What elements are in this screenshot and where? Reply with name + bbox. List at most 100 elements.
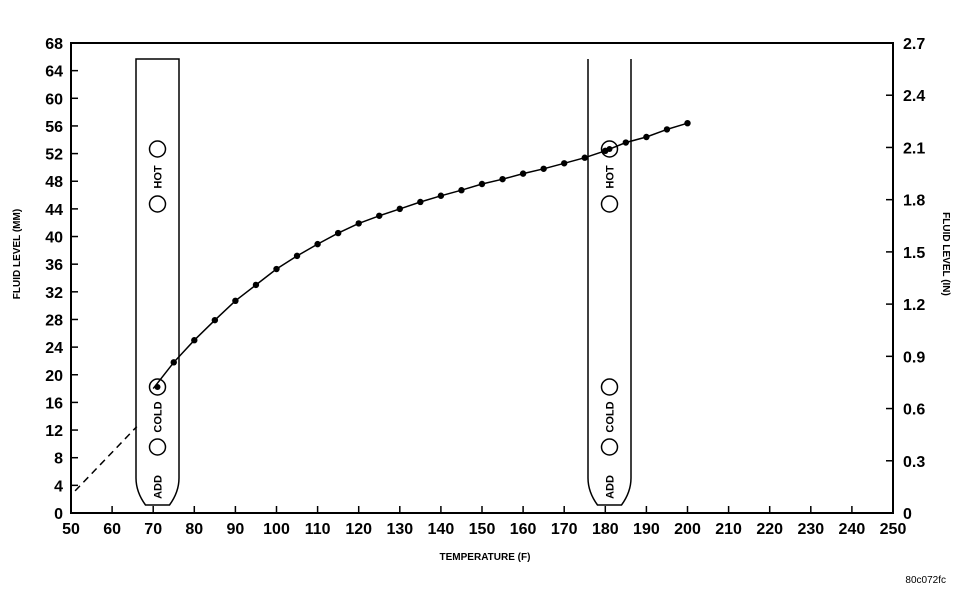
dipstick-cold-lower-circle [148, 438, 167, 456]
plot-border [70, 42, 894, 514]
dipstick-hot-lower-circle [148, 195, 167, 213]
data-point [293, 252, 301, 260]
data-point [191, 337, 198, 344]
y-left-tick-label: 32 [45, 285, 63, 302]
y-left-tick-label: 36 [45, 257, 63, 274]
y-left-tick-label: 44 [45, 202, 63, 219]
x-axis-title: TEMPERATURE (F) [440, 552, 531, 563]
dipstick-hot-upper-circle [148, 140, 167, 158]
y-left-tick-label: 20 [45, 368, 63, 385]
x-tick-label: 170 [551, 521, 578, 538]
y-left-tick-label: 68 [45, 36, 63, 53]
y-left-tick-label: 28 [45, 312, 63, 329]
data-point [602, 147, 609, 155]
y-left-tick-label: 56 [45, 119, 63, 136]
y-right-tick-label: 0.3 [903, 454, 925, 471]
data-point [478, 180, 486, 188]
y-right-tick-label: 1.5 [903, 245, 925, 262]
data-point [211, 316, 219, 324]
dipstick-hot-label: HOT [153, 165, 165, 189]
y-left-tick-label: 24 [45, 340, 63, 357]
y-right-axis-ticks: 0 0.3 0.6 0.9 1.2 1.5 1.8 2.1 2.4 2.7 [886, 36, 925, 523]
y-left-tick-label: 8 [54, 451, 63, 468]
data-point [376, 212, 383, 219]
y-right-tick-label: 2.4 [903, 88, 925, 105]
x-tick-label: 160 [510, 521, 537, 538]
x-tick-label: 140 [428, 521, 455, 538]
y-right-tick-label: 2.7 [903, 36, 925, 53]
data-point [232, 297, 239, 305]
y-left-tick-label: 52 [45, 147, 63, 164]
y-left-tick-label: 16 [45, 395, 63, 412]
data-point [437, 192, 445, 199]
dipsticks: HOT COLD ADD HOT COLD ADD [135, 58, 632, 506]
x-tick-label: 90 [227, 521, 245, 538]
x-tick-label: 200 [674, 521, 701, 538]
x-axis-ticks: 50 60 70 80 90 100 110 120 130 140 150 160 170 180 190… [62, 506, 906, 538]
x-tick-label: 230 [797, 521, 824, 538]
y-left-tick-label: 4 [54, 478, 63, 495]
y-left-tick-label: 64 [45, 64, 63, 81]
figure-id: 80c072fc [905, 575, 946, 586]
data-point [273, 265, 280, 273]
data-point [499, 175, 506, 183]
dipstick-cold-upper-circle [600, 378, 619, 396]
y-left-axis-title: FLUID LEVEL (MM) [12, 209, 23, 299]
dipstick-outline [587, 59, 632, 506]
data-point [540, 165, 547, 172]
x-tick-label: 70 [144, 521, 162, 538]
y-left-tick-label: 48 [45, 174, 63, 191]
y-right-tick-label: 0.6 [903, 402, 925, 419]
dipstick-add-label: ADD [153, 475, 165, 499]
y-right-tick-label: 1.2 [903, 297, 925, 314]
data-point [417, 198, 424, 206]
dipstick-cold-label: COLD [153, 401, 165, 432]
plot-frame [70, 42, 894, 514]
data-point [252, 281, 260, 289]
data-point [643, 133, 650, 141]
x-tick-label: 250 [880, 521, 907, 538]
data-point [622, 139, 630, 146]
dipstick-hot-label: HOT [605, 165, 617, 189]
y-left-tick-label: 40 [45, 230, 63, 247]
x-tick-label: 150 [469, 521, 496, 538]
data-point [519, 170, 527, 177]
data-point [396, 205, 403, 213]
data-point [581, 154, 588, 161]
y-right-tick-label: 1.8 [903, 193, 925, 210]
y-right-tick-label: 2.1 [903, 140, 925, 157]
extrapolation-dashed-line [74, 426, 138, 492]
data-point [458, 187, 465, 194]
x-tick-label: 240 [839, 521, 866, 538]
y-left-tick-label: 60 [45, 91, 63, 108]
x-tick-label: 100 [263, 521, 290, 538]
data-point [314, 240, 321, 248]
data-series [74, 119, 691, 492]
y-right-tick-label: 0 [903, 506, 912, 523]
dipstick-outline [135, 58, 180, 506]
x-tick-label: 80 [185, 521, 203, 538]
data-point [561, 160, 568, 167]
x-tick-label: 60 [103, 521, 121, 538]
dipstick-hot-lower-circle [600, 195, 619, 213]
x-tick-label: 120 [345, 521, 372, 538]
x-tick-label: 190 [633, 521, 660, 538]
data-point [663, 126, 671, 133]
y-right-axis-title: FLUID LEVEL (IN) [940, 212, 951, 296]
dipstick-add-label: ADD [605, 475, 617, 499]
dipstick-cold-label: COLD [605, 401, 617, 432]
data-point [170, 359, 177, 366]
y-left-tick-label: 12 [45, 423, 63, 440]
y-left-tick-label: 0 [54, 506, 63, 523]
x-tick-label: 180 [592, 521, 619, 538]
x-tick-label: 50 [62, 521, 80, 538]
x-tick-label: 130 [386, 521, 413, 538]
data-point [684, 119, 691, 127]
data-point [334, 229, 342, 237]
x-tick-label: 110 [305, 521, 331, 538]
x-tick-label: 210 [715, 521, 742, 538]
data-point [355, 220, 362, 227]
dipstick-cold-lower-circle [600, 438, 619, 456]
